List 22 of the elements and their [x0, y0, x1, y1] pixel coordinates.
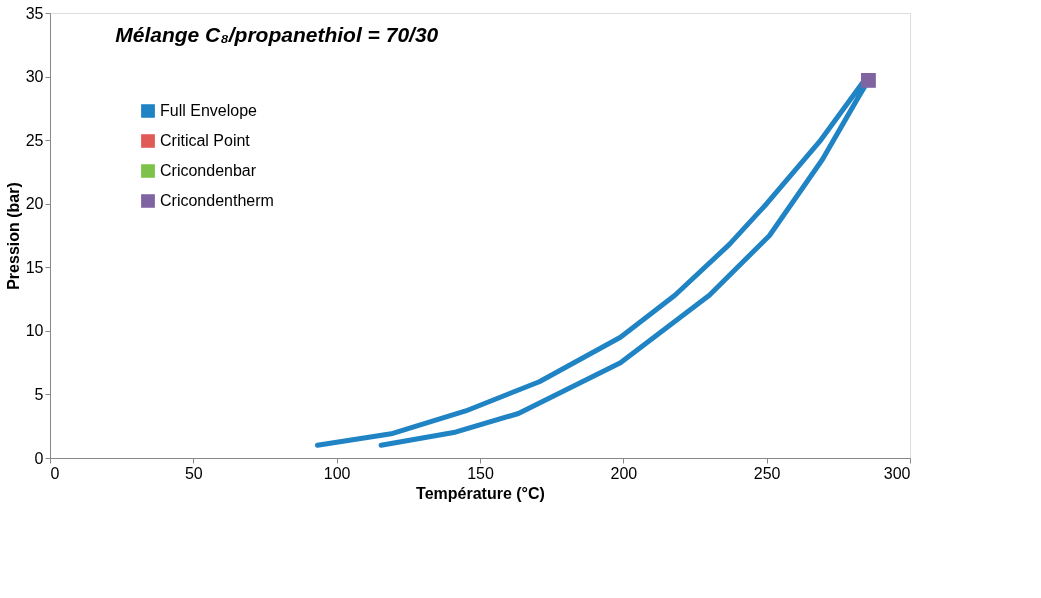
y-tick-label: 25 — [25, 131, 44, 149]
x-tick-label: 50 — [184, 464, 203, 482]
y-tick-label: 15 — [25, 258, 44, 276]
x-tick-label: 150 — [467, 464, 494, 482]
legend-label: Cricondentherm — [160, 192, 274, 209]
x-axis-title: Température (°C) — [416, 484, 545, 502]
legend-label: Critical Point — [160, 132, 251, 149]
y-tick-label: 35 — [25, 4, 44, 22]
y-tick-label: 10 — [25, 322, 44, 340]
x-tick-label: 300 — [883, 464, 911, 482]
x-tick-label: 100 — [323, 464, 351, 482]
x-tick-label: 0 — [50, 464, 60, 482]
y-tick-label: 30 — [25, 68, 44, 86]
y-axis-title: Pression (bar) — [4, 182, 22, 290]
y-tick-label: 0 — [34, 449, 44, 467]
y-tick-label: 5 — [34, 385, 44, 403]
chart-title: Mélange C₈/propanethiol = 70/30 — [115, 23, 439, 46]
y-tick-label: 20 — [25, 195, 44, 213]
x-tick-label: 200 — [610, 464, 638, 482]
legend-label: Full Envelope — [160, 102, 258, 119]
x-tick-label: 250 — [753, 464, 781, 482]
legend-label: Cricondenbar — [160, 162, 257, 179]
